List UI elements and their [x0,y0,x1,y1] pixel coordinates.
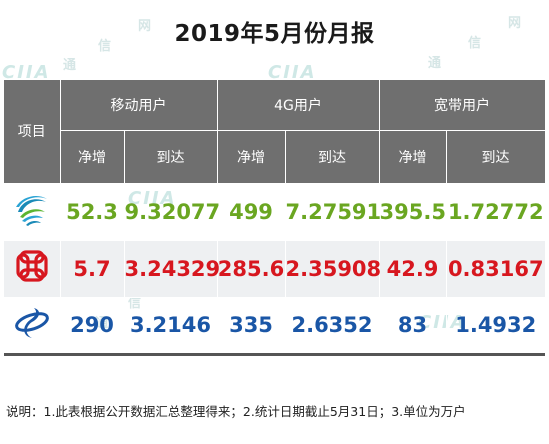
operator-cell [4,183,61,241]
cell-value: 1.4932 [446,297,546,356]
cell-value: 285.6 [217,240,286,298]
footnote: 说明：1.此表根据公开数据汇总整理得来；2.统计日期截止5月31日；3.单位为万… [6,404,466,419]
item-header: 项目 [4,80,61,184]
china-unicom-logo-icon [16,250,48,282]
cell-value: 1.72772 [446,183,546,241]
header-row-groups: 项目 移动用户 4G用户 宽带用户 [4,80,546,184]
cell-value: 395.5 [379,183,447,241]
group-header-broadband: 宽带用户 [379,80,546,131]
cell-value: 52.3 [60,183,125,241]
cell-value: 83 [379,297,447,356]
subheader-net-add: 净增 [60,130,125,184]
cell-value: 42.9 [379,240,447,298]
cell-value: 499 [217,183,286,241]
table-row: 290 3.2146 335 2.6352 83 1.4932 [4,297,546,356]
china-mobile-logo-icon [15,195,47,226]
cell-value: 0.83167 [446,240,546,298]
table-row: 52.3 9.32077 499 7.27591 395.5 1.72772 [4,183,546,241]
subheader-net-add: 净增 [217,130,286,184]
cell-value: 2.35908 [285,240,381,298]
operator-cell [4,297,61,356]
cell-value: 9.32077 [124,183,220,241]
cell-value: 290 [60,297,125,356]
china-telecom-logo-icon [14,307,49,338]
cell-value: 3.2146 [124,297,218,356]
subheader-total: 到达 [124,130,218,184]
operator-cell [4,240,61,298]
report-title: 2019年5月份月报 [174,21,375,47]
cell-value: 335 [217,297,286,356]
cell-value: 7.27591 [285,183,381,241]
subheader-total: 到达 [446,130,546,184]
subheader-total: 到达 [285,130,380,184]
watermark-char: 通 [428,56,442,71]
header-row-subheaders: 净增 到达 净增 到达 净增 到达 [4,130,546,184]
watermark-char: 通 [63,58,77,73]
cell-value: 2.6352 [285,297,380,356]
cell-value: 5.7 [60,240,125,298]
group-header-4g: 4G用户 [217,80,380,131]
subheader-net-add: 净增 [379,130,447,184]
data-table: 项目 移动用户 4G用户 宽带用户 净增 到达 净增 到达 净增 到达 [4,80,546,356]
table-row: 5.7 3.24329 285.6 2.35908 42.9 0.83167 [4,240,546,298]
cell-value: 3.24329 [124,240,220,298]
group-header-mobile: 移动用户 [60,80,218,131]
